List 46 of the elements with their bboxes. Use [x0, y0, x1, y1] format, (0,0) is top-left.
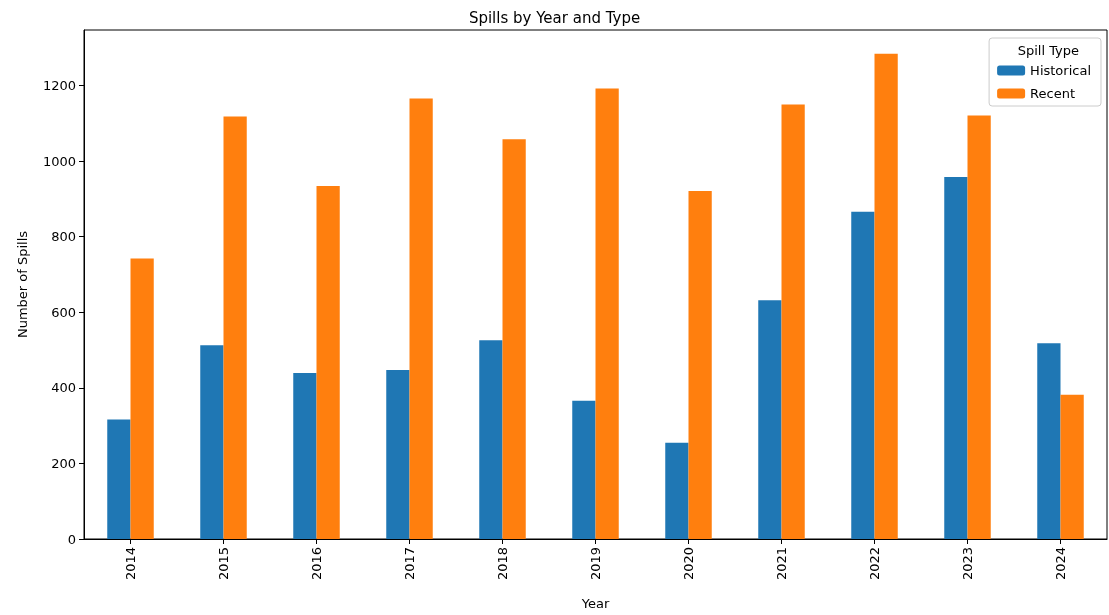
- chart-title: Spills by Year and Type: [468, 8, 641, 27]
- x-axis-title: Year: [580, 596, 610, 611]
- x-tick-label: 2017: [402, 547, 417, 581]
- x-tick-label: 2021: [774, 547, 789, 581]
- bar: [200, 345, 224, 539]
- bar: [781, 104, 805, 539]
- y-tick-label: 0: [67, 531, 76, 547]
- y-tick-label: 800: [51, 229, 76, 245]
- y-axis-title: Number of Spills: [15, 230, 30, 339]
- x-tick-label: 2024: [1053, 547, 1068, 581]
- bar: [293, 373, 317, 539]
- y-tick-label: 1000: [42, 153, 76, 169]
- x-tick-label: 2022: [867, 547, 882, 581]
- bar: [386, 370, 410, 539]
- x-tick-label: 2014: [123, 547, 138, 581]
- legend-title: Spill Type: [1017, 43, 1080, 58]
- x-tick-label: 2019: [588, 547, 603, 581]
- bar: [688, 190, 712, 539]
- bar: [223, 116, 247, 539]
- bar: [595, 88, 619, 539]
- x-tick-label: 2020: [681, 547, 696, 581]
- legend-label: Recent: [1030, 86, 1076, 101]
- y-tick-label: 1200: [42, 78, 76, 94]
- legend-label: Historical: [1030, 63, 1092, 78]
- bar: [409, 98, 433, 539]
- bar: [758, 300, 782, 539]
- x-tick-label: 2015: [216, 547, 231, 581]
- y-tick-label: 600: [51, 304, 76, 320]
- bar: [316, 186, 340, 539]
- bar: [107, 419, 131, 539]
- bar: [967, 115, 991, 539]
- bar: [130, 258, 154, 539]
- x-tick-label: 2018: [495, 547, 510, 581]
- bar: [1037, 343, 1061, 539]
- x-tick-label: 2016: [309, 547, 324, 581]
- y-tick-label: 400: [51, 380, 76, 396]
- bar: [851, 211, 875, 539]
- bar: [502, 139, 526, 539]
- bar: [944, 176, 968, 539]
- bar: [572, 400, 596, 539]
- bar: [665, 442, 689, 539]
- bar: [874, 53, 898, 539]
- bar: [479, 340, 503, 539]
- bar: [1060, 394, 1084, 539]
- y-tick-label: 200: [51, 455, 76, 471]
- x-tick-label: 2023: [960, 547, 975, 581]
